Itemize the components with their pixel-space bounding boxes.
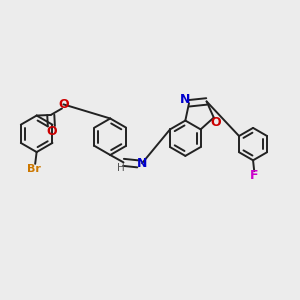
Text: N: N [180, 93, 190, 106]
Text: F: F [250, 169, 259, 182]
Text: O: O [211, 116, 221, 129]
Text: O: O [46, 125, 57, 138]
Text: O: O [58, 98, 69, 111]
Text: H: H [117, 163, 125, 173]
Text: Br: Br [27, 164, 40, 174]
Text: N: N [137, 157, 147, 170]
